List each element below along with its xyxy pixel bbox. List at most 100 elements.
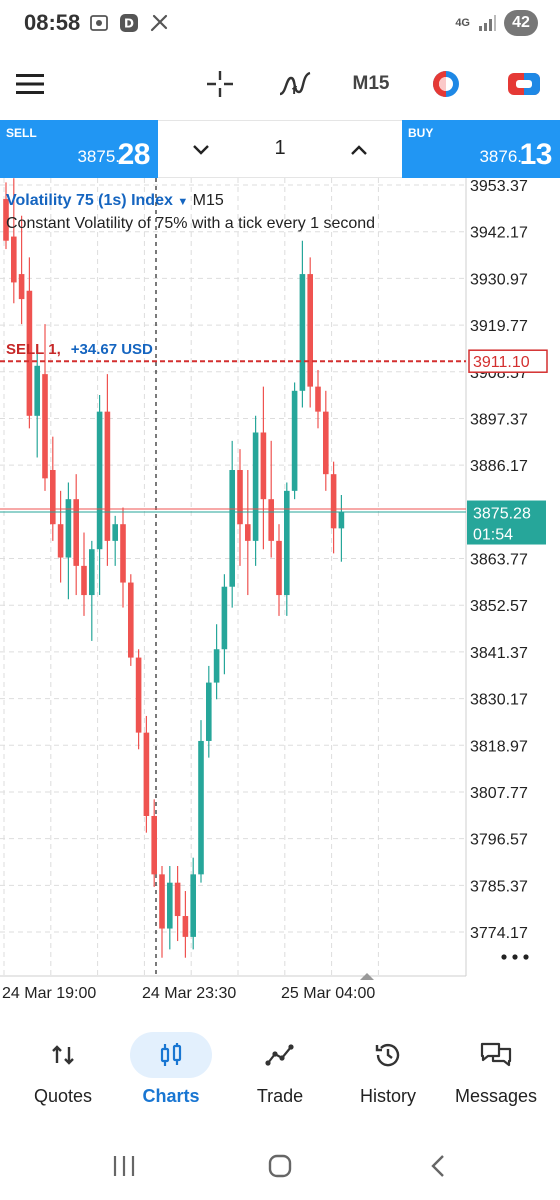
recent-apps-button[interactable] bbox=[104, 1150, 144, 1182]
back-button[interactable] bbox=[418, 1150, 458, 1182]
more-options-icon[interactable] bbox=[523, 954, 529, 960]
chart-symbol-header[interactable]: Volatility 75 (1s) Index ▼ M15 bbox=[6, 192, 224, 210]
battery-indicator: 42 bbox=[504, 10, 538, 36]
candle-body-bear bbox=[330, 474, 337, 529]
network-type: 4G bbox=[455, 17, 470, 29]
price-tick-label: 3796.57 bbox=[470, 832, 528, 849]
candle-body-bear bbox=[26, 290, 33, 416]
volume-control: 1 bbox=[158, 120, 402, 178]
chevron-down-icon bbox=[193, 145, 209, 155]
menu-icon bbox=[16, 74, 44, 94]
candle-body-bear bbox=[315, 386, 321, 412]
volume-decrease-button[interactable] bbox=[188, 137, 214, 163]
volume-increase-button[interactable] bbox=[346, 137, 372, 163]
candle-body-bear bbox=[128, 582, 134, 658]
price-tick-label: 3886.17 bbox=[470, 458, 528, 475]
candle-body-bull bbox=[299, 274, 306, 391]
bid-price-label: 3875.28 bbox=[473, 506, 531, 523]
buy-button[interactable]: BUY 3876. 13 bbox=[402, 120, 560, 178]
crosshair-icon bbox=[207, 71, 233, 97]
candle-body-bear bbox=[268, 499, 274, 541]
svg-text:f: f bbox=[292, 84, 297, 97]
price-chart[interactable]: 3953.37 3942.17 3930.97 3919.77 3908.57 3897.… bbox=[0, 178, 560, 1008]
one-click-trading-icon bbox=[433, 71, 459, 97]
nav-item-history[interactable]: History bbox=[333, 1032, 443, 1116]
time-tick-label: 24 Mar 19:00 bbox=[2, 985, 96, 1002]
nav-label-trade: Trade bbox=[256, 1086, 304, 1106]
candle-body-bear bbox=[3, 199, 9, 241]
one-click-trade-panel: SELL 3875. 28 1 BUY 3876. 13 bbox=[0, 120, 560, 178]
price-tick-label: 3818.97 bbox=[470, 738, 528, 755]
quotes-icon bbox=[52, 1045, 74, 1065]
candle-body-bull bbox=[291, 390, 298, 491]
chart-description: Constant Volatility of 75% with a tick e… bbox=[6, 215, 376, 232]
menu-button[interactable] bbox=[10, 62, 50, 106]
price-tick-label: 3785.37 bbox=[470, 878, 528, 895]
buy-price-prefix: 3876. bbox=[479, 147, 522, 166]
one-click-trading-button[interactable] bbox=[424, 62, 468, 106]
candle-body-bear bbox=[135, 657, 142, 733]
tools-icon bbox=[148, 12, 170, 34]
app-notification-icon: D bbox=[118, 12, 140, 34]
trade-toggle-icon bbox=[508, 73, 540, 95]
chart-shift-marker[interactable] bbox=[360, 973, 374, 980]
price-tick-label: 3930.97 bbox=[470, 271, 528, 288]
crosshair-button[interactable] bbox=[198, 62, 242, 106]
position-price-tag bbox=[468, 349, 548, 373]
chart-timeframe: M15 bbox=[192, 192, 224, 209]
candle-body-bull bbox=[213, 649, 220, 683]
nav-item-quotes[interactable]: Quotes bbox=[8, 1032, 118, 1116]
bottom-navigation: Quotes Charts Trade History Messages bbox=[0, 1024, 560, 1124]
trade-toggle-button[interactable] bbox=[502, 62, 546, 106]
candle-body-bull bbox=[89, 549, 95, 596]
buy-price-big: 13 bbox=[519, 138, 553, 171]
screenshot-icon bbox=[88, 12, 110, 34]
candle-body-bull bbox=[284, 490, 290, 596]
home-icon bbox=[268, 1154, 292, 1178]
sell-label: SELL bbox=[6, 126, 37, 140]
nav-label-charts: Charts bbox=[142, 1086, 200, 1106]
more-options-icon[interactable] bbox=[501, 954, 507, 960]
position-label[interactable]: SELL 1, +34.67 USD bbox=[6, 341, 153, 358]
candle-body-bear bbox=[18, 274, 25, 300]
nav-item-messages[interactable]: Messages bbox=[441, 1032, 551, 1116]
chart-symbol: Volatility 75 (1s) Index bbox=[6, 192, 173, 209]
status-bar: 08:58 D 4G 42 bbox=[0, 0, 560, 50]
candle-body-bull bbox=[34, 365, 40, 416]
system-navigation-bar bbox=[0, 1132, 560, 1200]
candle-body-bear bbox=[260, 432, 267, 500]
timeframe-label: M15 bbox=[352, 73, 390, 94]
candle-body-bear bbox=[159, 874, 165, 929]
time-tick-label: 25 Mar 04:00 bbox=[281, 985, 375, 1002]
indicators-button[interactable]: f bbox=[272, 62, 318, 106]
candle-body-bear bbox=[245, 524, 251, 541]
candle-body-bear bbox=[57, 524, 64, 558]
candle-body-bear bbox=[237, 470, 243, 525]
back-icon bbox=[431, 1155, 444, 1177]
candle-body-bull bbox=[190, 874, 196, 937]
volume-value[interactable]: 1 bbox=[274, 137, 286, 159]
price-tick-label: 3830.17 bbox=[470, 692, 528, 709]
candle-body-bear bbox=[120, 524, 126, 583]
price-tick-label: 3942.17 bbox=[470, 225, 528, 242]
sell-button[interactable]: SELL 3875. 28 bbox=[0, 120, 158, 178]
status-right: 4G 42 bbox=[455, 10, 538, 36]
nav-item-charts[interactable]: Charts bbox=[116, 1032, 226, 1116]
status-notification-icons: D bbox=[88, 12, 170, 34]
price-tick-label: 3919.77 bbox=[470, 318, 528, 335]
price-tick-label: 3897.37 bbox=[470, 411, 528, 428]
chart-canvas[interactable]: 3953.373942.173930.973919.773908.573897.… bbox=[0, 178, 560, 1008]
nav-label-history: History bbox=[359, 1086, 416, 1106]
more-options-icon[interactable] bbox=[512, 954, 518, 960]
home-button[interactable] bbox=[260, 1150, 300, 1182]
timeframe-button[interactable]: M15 bbox=[344, 62, 398, 106]
nav-label-quotes: Quotes bbox=[33, 1086, 93, 1106]
signal-icon bbox=[476, 12, 498, 34]
buy-label: BUY bbox=[408, 126, 434, 140]
trade-icon bbox=[265, 1044, 294, 1066]
price-tick-label: 3863.77 bbox=[470, 552, 528, 569]
nav-item-trade[interactable]: Trade bbox=[225, 1032, 335, 1116]
candle-body-bull bbox=[167, 882, 173, 929]
status-time: 08:58 bbox=[24, 10, 81, 35]
candle-body-bull bbox=[229, 470, 235, 587]
